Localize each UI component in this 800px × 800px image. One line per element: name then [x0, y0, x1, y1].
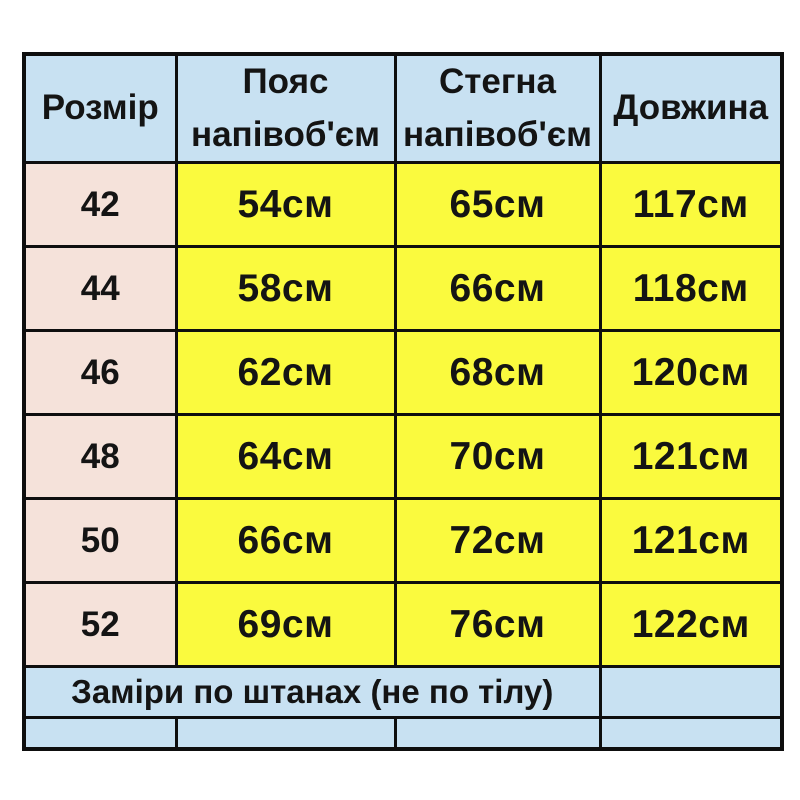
- table-row: 48 64см 70см 121см: [22, 413, 784, 500]
- table-header-row: Розмір Пояс напівоб'єм Стегна напівоб'єм…: [22, 52, 784, 164]
- blank-cell: [22, 716, 178, 751]
- measurement-note: Заміри по штанах (не по тілу): [22, 665, 602, 719]
- waist-value: 62см: [174, 329, 397, 416]
- header-cell-hips: Стегна напівоб'єм: [393, 52, 602, 164]
- table-row: 42 54см 65см 117см: [22, 161, 784, 248]
- size-table: Розмір Пояс напівоб'єм Стегна напівоб'єм…: [22, 52, 784, 751]
- size-value: 44: [22, 245, 178, 332]
- header-cell-length: Довжина: [598, 52, 784, 164]
- blank-cell: [174, 716, 397, 751]
- length-value: 121см: [598, 497, 784, 584]
- waist-value: 66см: [174, 497, 397, 584]
- table-row: 44 58см 66см 118см: [22, 245, 784, 332]
- table-row: 46 62см 68см 120см: [22, 329, 784, 416]
- waist-value: 69см: [174, 581, 397, 668]
- blank-row: [22, 716, 784, 751]
- blank-cell: [598, 716, 784, 751]
- length-value: 122см: [598, 581, 784, 668]
- size-value: 48: [22, 413, 178, 500]
- footnote-empty-cell: [598, 665, 784, 719]
- length-value: 121см: [598, 413, 784, 500]
- hips-value: 72см: [393, 497, 602, 584]
- hips-value: 68см: [393, 329, 602, 416]
- waist-value: 58см: [174, 245, 397, 332]
- hips-value: 65см: [393, 161, 602, 248]
- length-value: 120см: [598, 329, 784, 416]
- hips-value: 70см: [393, 413, 602, 500]
- header-cell-size: Розмір: [22, 52, 178, 164]
- hips-value: 76см: [393, 581, 602, 668]
- size-value: 52: [22, 581, 178, 668]
- header-cell-waist: Пояс напівоб'єм: [174, 52, 397, 164]
- blank-cell: [393, 716, 602, 751]
- table-row: 52 69см 76см 122см: [22, 581, 784, 668]
- size-value: 46: [22, 329, 178, 416]
- size-value: 50: [22, 497, 178, 584]
- table-row: 50 66см 72см 121см: [22, 497, 784, 584]
- waist-value: 54см: [174, 161, 397, 248]
- hips-value: 66см: [393, 245, 602, 332]
- length-value: 118см: [598, 245, 784, 332]
- footnote-row: Заміри по штанах (не по тілу): [22, 665, 784, 719]
- size-value: 42: [22, 161, 178, 248]
- waist-value: 64см: [174, 413, 397, 500]
- length-value: 117см: [598, 161, 784, 248]
